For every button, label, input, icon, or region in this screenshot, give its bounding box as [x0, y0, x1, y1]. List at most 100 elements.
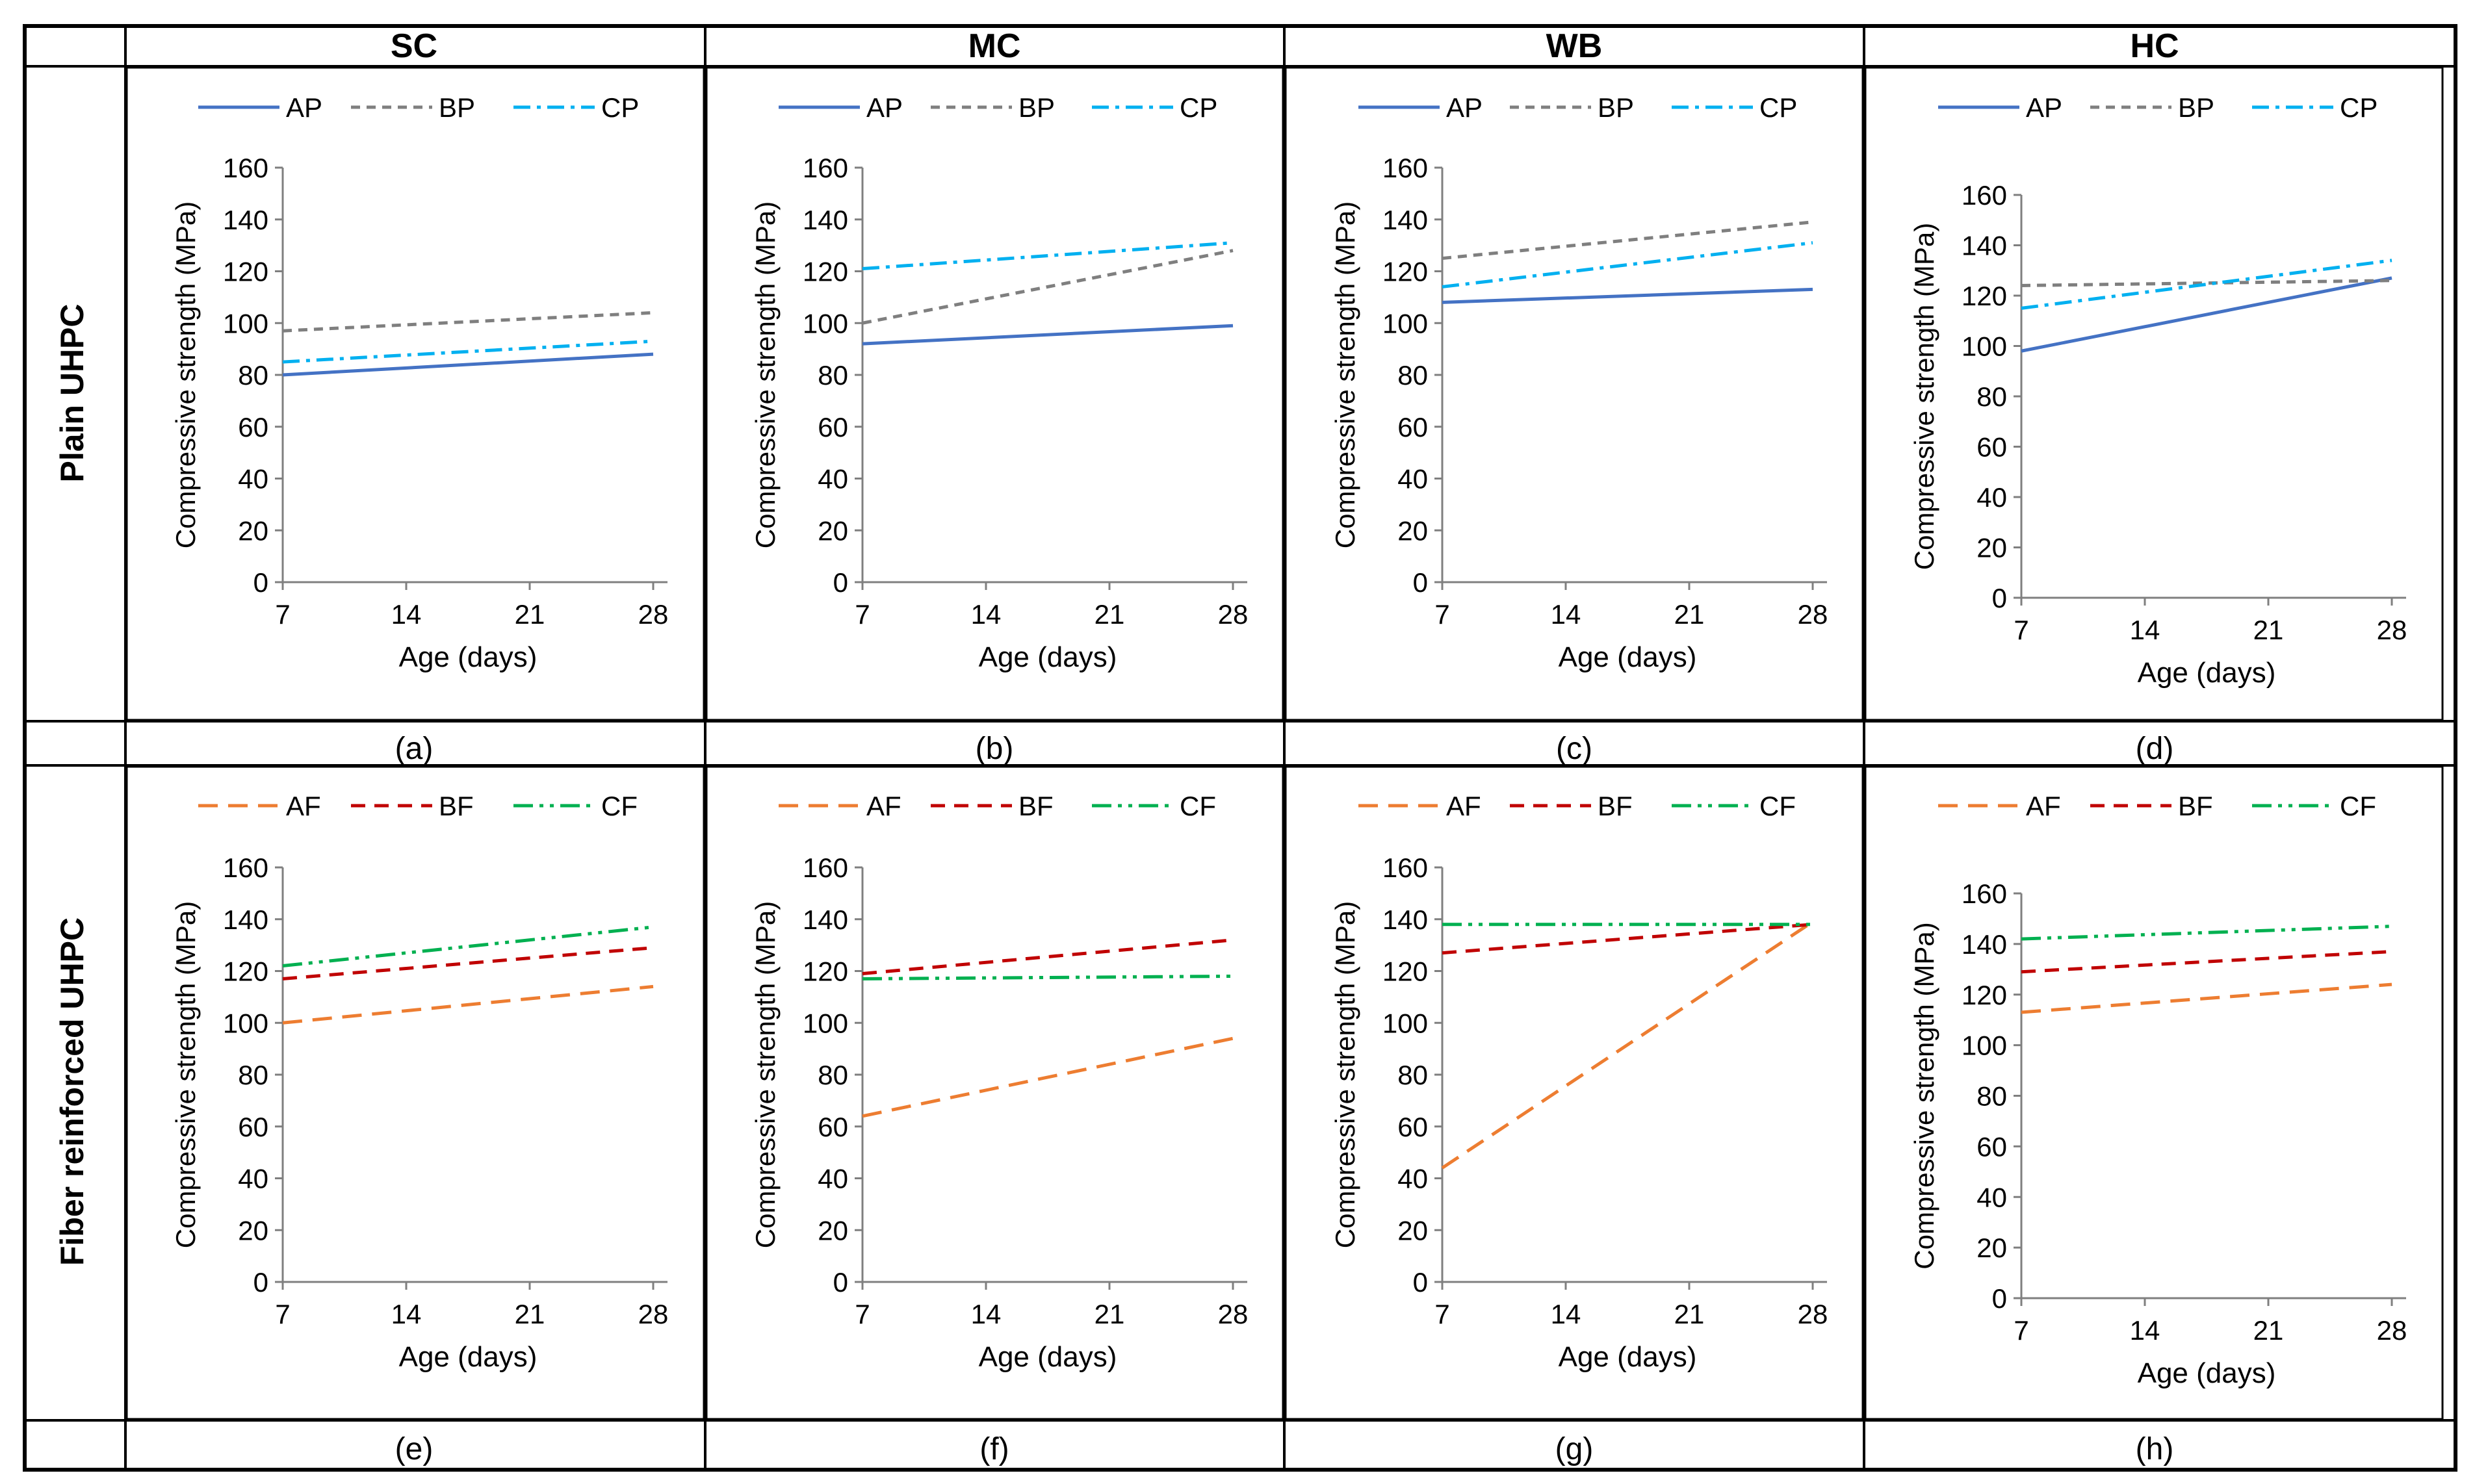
y-tick-label: 20: [1397, 1215, 1428, 1246]
y-tick-label: 60: [238, 1112, 268, 1142]
series-line-bf: [862, 938, 1234, 975]
column-header-mc: MC: [968, 27, 1021, 65]
y-tick-label: 160: [1962, 180, 2007, 211]
legend-label-bf: BF: [2178, 791, 2213, 821]
x-tick-label: 21: [1095, 1299, 1125, 1329]
y-tick-label: 20: [238, 1215, 268, 1246]
y-tick-label: 80: [818, 360, 848, 390]
x-tick-label: 21: [1095, 599, 1125, 630]
column-header-sc: SC: [391, 27, 437, 65]
y-tick-label: 80: [1976, 1081, 2007, 1112]
y-tick-label: 40: [238, 464, 268, 494]
chart-f: 0 20 40 60 80 100 120 140 160 7 14 21 28 Age (days) Co…: [750, 791, 1248, 1373]
series-line-cf: [282, 925, 654, 968]
series-line-cp: [2021, 259, 2392, 310]
series-line-af: [282, 984, 654, 1025]
x-axis-label: Age (days): [979, 641, 1117, 673]
y-tick-label: 60: [1976, 432, 2007, 463]
panel-box-1-0: [125, 765, 705, 1420]
y-tick-label: 40: [1397, 464, 1428, 494]
y-tick-label: 160: [223, 852, 268, 883]
x-tick-label: 21: [1674, 1299, 1705, 1329]
column-header-wb: WB: [1546, 27, 1603, 65]
outer-border: [23, 24, 2457, 1472]
x-tick-label: 14: [971, 1299, 1002, 1329]
x-axis-label: Age (days): [2138, 657, 2276, 689]
y-tick-label: 160: [803, 153, 848, 183]
y-tick-label: 40: [1397, 1164, 1428, 1194]
chart-a: 0 20 40 60 80 100 120 140 160 7 14 21 28 Age (days) Co…: [170, 92, 668, 673]
legend-label-cp: CP: [1180, 92, 1217, 123]
y-tick-label: 120: [1962, 980, 2007, 1010]
series-line-cp: [862, 241, 1234, 271]
y-tick-label: 0: [1413, 1267, 1428, 1298]
y-tick-label: 40: [238, 1164, 268, 1194]
table-frame: [23, 24, 2457, 1472]
legend-label-ap: AP: [286, 92, 322, 123]
series-line-bp: [862, 249, 1234, 325]
y-tick-label: 100: [223, 308, 268, 339]
y-tick-label: 0: [253, 567, 268, 598]
panel-caption-g: (g): [1555, 1432, 1594, 1466]
y-tick-label: 140: [803, 205, 848, 235]
x-tick-label: 28: [638, 599, 669, 630]
y-tick-label: 0: [833, 567, 848, 598]
x-axis-label: Age (days): [979, 1341, 1117, 1373]
y-tick-label: 100: [1962, 1030, 2007, 1061]
series-line-bp: [2021, 279, 2392, 287]
y-tick-label: 160: [1382, 852, 1428, 883]
x-tick-label: 14: [391, 599, 422, 630]
legend-label-af: AF: [2026, 791, 2061, 821]
y-tick-label: 140: [223, 904, 268, 935]
legend-label-af: AF: [286, 791, 321, 821]
panel-caption-a: (a): [395, 732, 434, 766]
y-tick-label: 160: [803, 852, 848, 883]
y-tick-label: 160: [1962, 878, 2007, 909]
y-tick-label: 80: [1976, 381, 2007, 412]
series-line-cp: [1442, 241, 1813, 288]
y-tick-label: 80: [1397, 360, 1428, 390]
legend-label-bp: BP: [439, 92, 475, 123]
y-tick-label: 100: [1962, 331, 2007, 362]
y-axis-label: Compressive strength (MPa): [1909, 922, 1939, 1270]
series-line-af: [1441, 920, 1814, 1170]
series-line-af: [862, 1036, 1234, 1118]
legend-label-bp: BP: [2178, 92, 2214, 123]
x-axis-label: Age (days): [2138, 1357, 2276, 1389]
y-tick-label: 20: [818, 1215, 848, 1246]
legend-label-cp: CP: [601, 92, 639, 123]
chart-e: 0 20 40 60 80 100 120 140 160 7 14 21 28 Age (days) Co…: [170, 791, 668, 1373]
y-tick-label: 120: [803, 956, 848, 987]
legend-label-bf: BF: [439, 791, 474, 821]
series-line-bp: [282, 311, 654, 333]
x-tick-label: 28: [1798, 599, 1828, 630]
y-tick-label: 160: [223, 153, 268, 183]
x-tick-label: 14: [2130, 1315, 2160, 1346]
y-tick-label: 60: [818, 1112, 848, 1142]
y-tick-label: 100: [223, 1008, 268, 1038]
legend-label-cp: CP: [1759, 92, 1797, 123]
x-tick-label: 7: [2014, 1315, 2028, 1346]
y-tick-label: 100: [803, 1008, 848, 1038]
chart-g: 0 20 40 60 80 100 120 140 160 7 14 21 28 Age (days) Co…: [1330, 791, 1828, 1373]
y-tick-label: 0: [833, 1267, 848, 1298]
panel-box-0-0: [125, 66, 705, 721]
y-tick-label: 20: [238, 515, 268, 546]
y-tick-label: 80: [818, 1060, 848, 1090]
panel-box-0-3: [1864, 66, 2444, 721]
y-tick-label: 80: [238, 1060, 268, 1090]
row-header-fiber-uhpc: Fiber reinforced UHPC: [54, 917, 90, 1266]
series-line-bf: [1442, 923, 1813, 955]
y-tick-label: 80: [1397, 1060, 1428, 1090]
x-tick-label: 21: [2253, 615, 2284, 645]
legend-label-af: AF: [1446, 791, 1481, 821]
series-line-ap: [282, 352, 654, 377]
x-tick-label: 7: [855, 599, 870, 630]
y-tick-label: 60: [238, 412, 268, 442]
x-tick-label: 28: [1218, 599, 1249, 630]
x-axis-label: Age (days): [399, 641, 538, 673]
y-tick-label: 100: [803, 308, 848, 339]
y-tick-label: 140: [1382, 904, 1428, 935]
panel-box-0-1: [705, 66, 1284, 721]
chart-h: 0 20 40 60 80 100 120 140 160 7 14 21 28 Age (days) Co…: [1909, 791, 2407, 1389]
